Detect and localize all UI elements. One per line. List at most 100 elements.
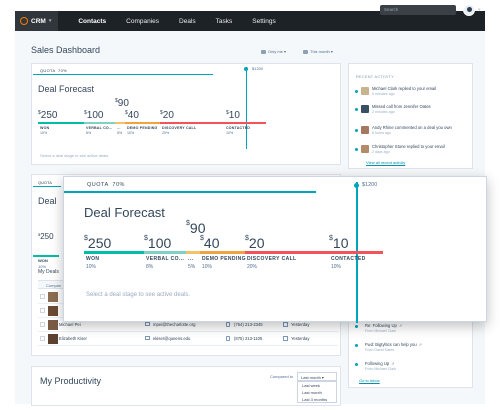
stage-bar-contacted — [226, 122, 266, 124]
contact-phone[interactable]: (754) 213-2345 — [234, 322, 263, 327]
stage-label-3: ... — [117, 126, 121, 130]
external-link-icon: ⇗ — [391, 361, 395, 366]
forecast-title: Deal Forecast — [38, 84, 95, 94]
stage-value-won[interactable]: $250 — [38, 110, 58, 121]
unread-dot-icon — [355, 129, 358, 132]
avatar — [361, 145, 369, 153]
contact-name[interactable]: Michael Pei — [59, 322, 81, 327]
stage-value-verbal[interactable]: $100 — [84, 110, 104, 121]
stage-label-contacted: CONTACTED — [331, 256, 366, 262]
stage-label-contacted: CONTACTED — [226, 126, 251, 130]
stage-bar-won — [38, 122, 84, 124]
quota-bar — [64, 191, 316, 193]
quota-line — [246, 67, 247, 149]
go-to-inbox-link[interactable]: Go to Inbox — [359, 378, 380, 383]
search-input[interactable]: Search — [380, 5, 456, 15]
stage-label-3: ... — [188, 256, 194, 262]
activity-text: Andy Rhine commented on a deal you own — [372, 125, 452, 130]
stage-bar-discovery — [160, 122, 226, 124]
activity-time: 2 days ago — [372, 150, 390, 154]
stage-value-3[interactable]: $90 — [186, 220, 206, 236]
contact-name[interactable]: Elizabeth Kiser — [59, 336, 87, 341]
quota-cap: $1200 — [252, 66, 264, 71]
external-link-icon: ⇗ — [398, 323, 403, 328]
quota-marker — [354, 183, 359, 188]
comparison-select[interactable]: Last month ▾ — [297, 372, 337, 381]
table-row[interactable]: Elizabeth Kiser ekiser@queens.edu (875) … — [38, 332, 338, 346]
stage-pct-contacted: 10% — [226, 131, 234, 135]
stage-value-3[interactable]: $90 — [115, 98, 129, 109]
stage-pct-3: 5% — [117, 131, 123, 135]
period-filter[interactable]: This month ▾ — [303, 49, 333, 54]
nav-contacts[interactable]: Contacts — [78, 17, 107, 25]
calendar-icon — [303, 49, 308, 54]
activity-time: 2 minutes ago — [372, 110, 395, 114]
stage-label-verbal: VERBAL CO... — [146, 256, 185, 262]
stage-value-contacted[interactable]: $10 — [226, 110, 240, 121]
unread-dot-icon — [355, 108, 358, 111]
comparison-selected: Last month — [301, 375, 321, 380]
dropdown-option[interactable]: Last week — [302, 383, 321, 388]
dropdown-option[interactable]: Last month — [302, 390, 322, 395]
owner-filter[interactable]: Only me ▾ — [261, 49, 286, 54]
stage-value-contacted[interactable]: $10 — [329, 235, 349, 251]
activity-text: Missed call from Jennifer Oates — [372, 104, 431, 109]
view-all-activity-link[interactable]: View all recent activity — [366, 160, 406, 165]
productivity-title: My Productivity — [40, 376, 102, 386]
external-link-icon: ⇗ — [418, 342, 423, 347]
stage-value-won[interactable]: $250 — [84, 235, 112, 251]
row-checkbox[interactable] — [40, 308, 45, 313]
stage-bar-3 — [186, 251, 200, 254]
email-icon — [145, 336, 150, 340]
top-nav: CRM ▾ Contacts Companies Deals Tasks Set… — [15, 11, 485, 31]
deal-forecast-zoom-card: QUOTA 70% $1200 Deal Forecast $250 $100 … — [63, 176, 487, 323]
row-checkbox[interactable] — [40, 322, 45, 327]
quota-label: QUOTA — [38, 180, 52, 185]
inbox-subject: Fwd: Bigtyltics can help you — [365, 342, 417, 347]
contact-email[interactable]: mpei@thecharlotte.org — [153, 322, 196, 327]
nav-companies[interactable]: Companies — [126, 17, 160, 25]
stage-pct-won: 10% — [38, 264, 47, 269]
stage-value-discovery[interactable]: $20 — [160, 110, 174, 121]
nav-tasks[interactable]: Tasks — [215, 17, 233, 25]
activity-text: Michael Clark replied to your email — [372, 86, 437, 91]
activity-time: 5 minutes ago — [372, 92, 395, 96]
stage-value-discovery[interactable]: $20 — [245, 235, 265, 251]
avatar — [48, 292, 58, 302]
stage-label-demo: DEMO PENDING — [127, 126, 158, 130]
column-header-company[interactable]: Compan — [46, 283, 62, 288]
table-row[interactable]: Michael Pei mpei@thecharlotte.org (754) … — [38, 318, 338, 332]
activity-text: Christopher Stone replied to your email — [372, 144, 445, 149]
unread-dot-icon — [355, 325, 358, 328]
unread-dot-icon — [355, 344, 358, 347]
quota-marker — [244, 67, 248, 71]
stage-bar-won — [84, 251, 144, 254]
chevron-down-icon[interactable]: ▾ — [478, 7, 481, 13]
deal-forecast-card — [31, 63, 341, 165]
stage-bar-verbal — [144, 251, 186, 254]
stage-pct-contacted: 10% — [331, 264, 342, 270]
contact-phone[interactable]: (875) 213-1105 — [234, 336, 263, 341]
unread-dot-icon — [355, 363, 358, 366]
stage-pct-verbal: 8% — [146, 264, 154, 270]
stage-pct-verbal: 8% — [86, 131, 92, 135]
stage-value-verbal[interactable]: $100 — [144, 235, 172, 251]
avatar — [48, 306, 58, 316]
contact-email[interactable]: ekiser@queens.edu — [153, 336, 191, 341]
inbox-subject: Re: Following Up — [365, 323, 397, 328]
phone-icon — [226, 336, 230, 341]
row-checkbox[interactable] — [40, 294, 45, 299]
nav-settings[interactable]: Settings — [252, 17, 276, 25]
nav-deals[interactable]: Deals — [179, 17, 196, 25]
brand-menu[interactable]: CRM ▾ — [15, 11, 59, 31]
stage-value-demo[interactable]: $40 — [200, 235, 220, 251]
forecast-hint: Select a deal stage to see active deals. — [86, 292, 191, 298]
row-checkbox[interactable] — [40, 336, 45, 341]
user-avatar[interactable] — [463, 4, 475, 16]
compared-to-label: Compared to — [270, 374, 294, 379]
calendar-icon — [283, 322, 288, 327]
dropdown-option[interactable]: Last 3 months — [302, 397, 328, 402]
avatar — [48, 334, 58, 344]
forecast-hint: Select a deal stage to see active deals. — [40, 153, 110, 158]
stage-value-demo[interactable]: $40 — [125, 110, 139, 121]
